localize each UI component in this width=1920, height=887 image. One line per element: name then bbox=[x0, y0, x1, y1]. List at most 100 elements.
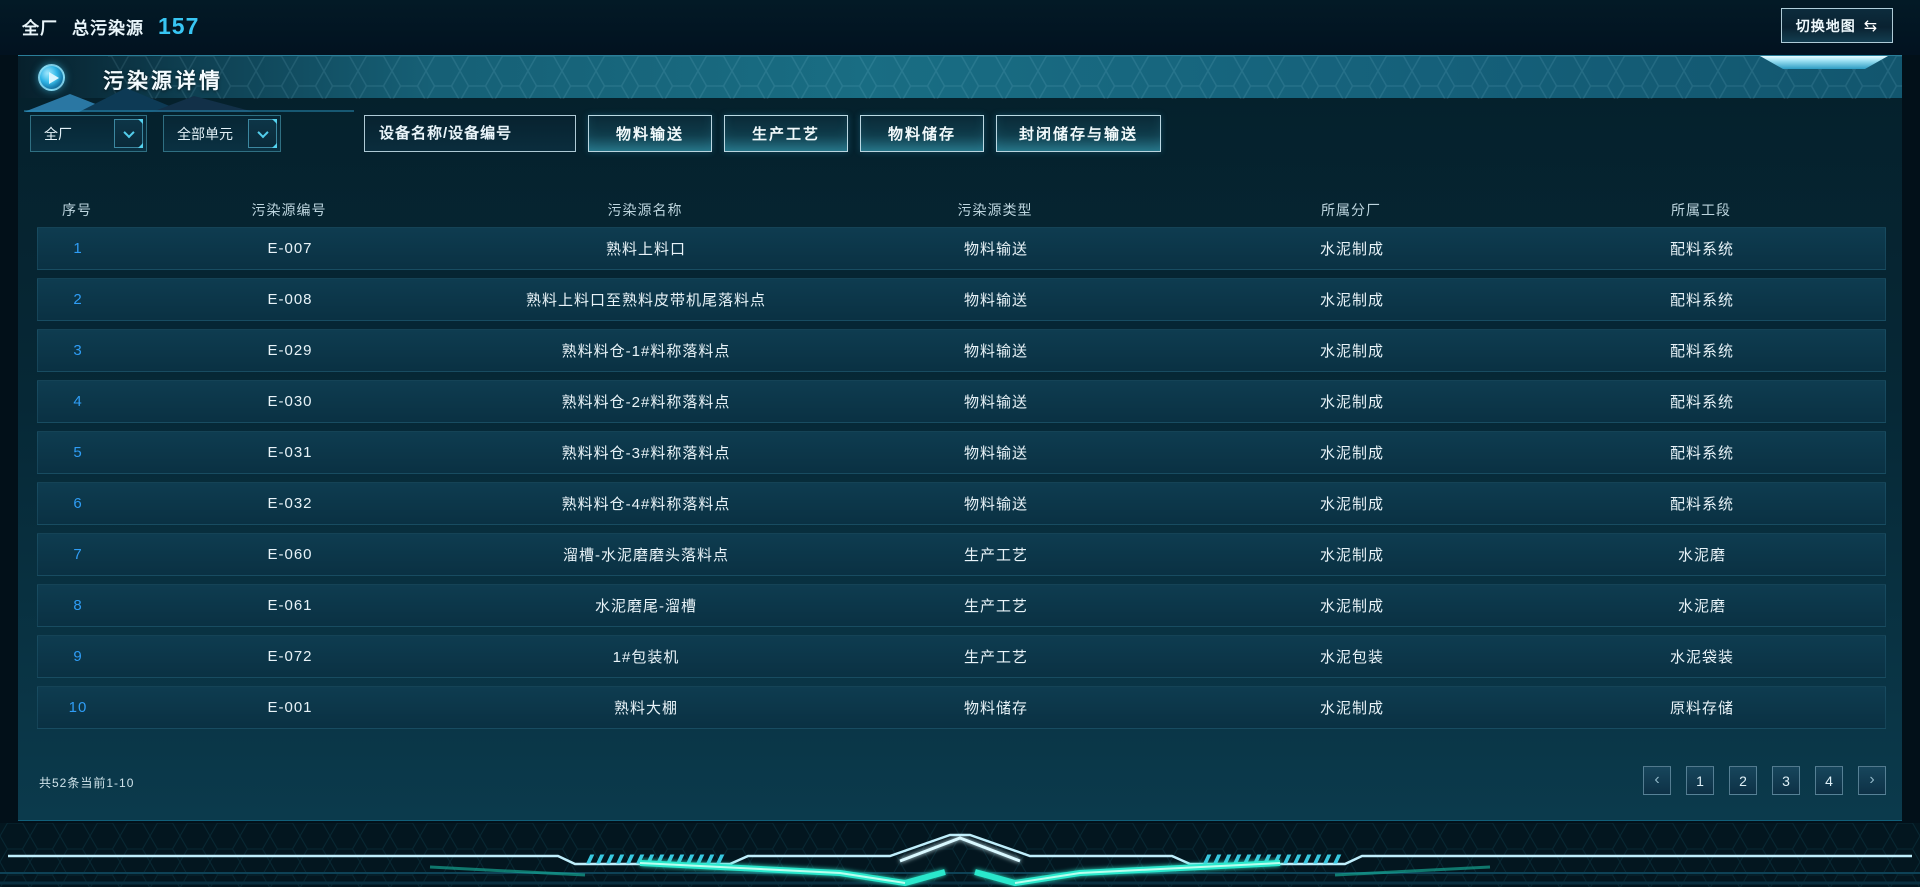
page-button-3[interactable]: 3 bbox=[1772, 766, 1800, 795]
table-row[interactable]: 7 E-060 溜槽-水泥磨磨头落料点 生产工艺 水泥制成 水泥磨 bbox=[37, 533, 1886, 576]
cell-type: 物料输送 bbox=[963, 496, 1028, 513]
cell-name: 熟料大棚 bbox=[613, 700, 678, 717]
cell-code: E-008 bbox=[267, 291, 313, 308]
switch-map-button[interactable]: 切换地图 ⇆ bbox=[1781, 8, 1893, 43]
page-button-4[interactable]: 4 bbox=[1815, 766, 1843, 795]
category-filter-buttons: 物料输送 生产工艺 物料储存 封闭储存与输送 bbox=[588, 115, 1162, 152]
plant-dropdown-value: 全厂 bbox=[44, 125, 72, 142]
cell-index: 4 bbox=[73, 393, 83, 410]
cell-name: 熟料料仓-1#料称落料点 bbox=[561, 343, 731, 360]
category-button-2[interactable]: 生产工艺 bbox=[724, 115, 848, 152]
cell-name: 溜槽-水泥磨磨头落料点 bbox=[563, 547, 729, 564]
category-button-1[interactable]: 物料输送 bbox=[588, 115, 712, 152]
cell-section: 配料系统 bbox=[1669, 241, 1734, 258]
prev-page-button[interactable]: ‹ bbox=[1643, 766, 1671, 795]
table-header-row: 序号 污染源编号 污染源名称 污染源类型 所属分厂 所属工段 bbox=[37, 193, 1886, 227]
cell-factory: 水泥制成 bbox=[1319, 343, 1384, 360]
cell-section: 配料系统 bbox=[1669, 394, 1734, 411]
cell-type: 物料输送 bbox=[963, 445, 1028, 462]
cell-factory: 水泥制成 bbox=[1319, 598, 1384, 615]
cell-type: 生产工艺 bbox=[963, 649, 1028, 666]
top-bar: 全厂 总污染源 157 切换地图 ⇆ bbox=[0, 0, 1920, 55]
record-summary: 共52条当前1-10 bbox=[39, 776, 135, 790]
cell-section: 配料系统 bbox=[1669, 343, 1734, 360]
mountain-decoration bbox=[24, 88, 354, 112]
cell-name: 熟料料仓-4#料称落料点 bbox=[561, 496, 731, 513]
cell-index: 7 bbox=[73, 546, 83, 563]
table-row[interactable]: 3 E-029 熟料料仓-1#料称落料点 物料输送 水泥制成 配料系统 bbox=[37, 329, 1886, 372]
cell-code: E-072 bbox=[267, 648, 313, 665]
cell-section: 水泥磨 bbox=[1677, 598, 1726, 615]
cell-section: 水泥袋装 bbox=[1669, 649, 1734, 666]
cell-code: E-029 bbox=[267, 342, 313, 359]
cell-index: 6 bbox=[73, 495, 83, 512]
cell-type: 生产工艺 bbox=[963, 547, 1028, 564]
cell-code: E-032 bbox=[267, 495, 313, 512]
page-button-1[interactable]: 1 bbox=[1686, 766, 1714, 795]
column-header-2: 污染源编号 bbox=[251, 202, 327, 218]
cell-name: 熟料上料口至熟料皮带机尾落料点 bbox=[525, 292, 766, 309]
pagination: ‹ 1 2 3 4 › bbox=[1643, 766, 1886, 795]
cell-type: 物料储存 bbox=[963, 700, 1028, 717]
total-pollution-count: 157 bbox=[158, 13, 200, 39]
device-search-input[interactable] bbox=[365, 125, 588, 142]
cell-name: 熟料上料口 bbox=[605, 241, 686, 258]
cell-code: E-031 bbox=[267, 444, 313, 461]
cell-factory: 水泥制成 bbox=[1319, 547, 1384, 564]
table-row[interactable]: 2 E-008 熟料上料口至熟料皮带机尾落料点 物料输送 水泥制成 配料系统 bbox=[37, 278, 1886, 321]
table-footer: 共52条当前1-10 ‹ 1 2 3 4 › bbox=[37, 761, 1886, 801]
table-row[interactable]: 4 E-030 熟料料仓-2#料称落料点 物料输送 水泥制成 配料系统 bbox=[37, 380, 1886, 423]
cell-section: 水泥磨 bbox=[1677, 547, 1726, 564]
cell-type: 生产工艺 bbox=[963, 598, 1028, 615]
cell-factory: 水泥制成 bbox=[1319, 445, 1384, 462]
cell-factory: 水泥制成 bbox=[1319, 700, 1384, 717]
plant-label: 全厂 bbox=[22, 19, 58, 38]
cell-factory: 水泥制成 bbox=[1319, 241, 1384, 258]
plant-dropdown[interactable]: 全厂 bbox=[30, 115, 147, 152]
table-row[interactable]: 8 E-061 水泥磨尾-溜槽 生产工艺 水泥制成 水泥磨 bbox=[37, 584, 1886, 627]
cell-factory: 水泥制成 bbox=[1319, 292, 1384, 309]
play-icon bbox=[38, 64, 65, 91]
cell-name: 水泥磨尾-溜槽 bbox=[595, 598, 697, 615]
device-search-box bbox=[364, 115, 601, 152]
table-row[interactable]: 5 E-031 熟料料仓-3#料称落料点 物料输送 水泥制成 配料系统 bbox=[37, 431, 1886, 474]
unit-dropdown[interactable]: 全部单元 bbox=[163, 115, 281, 152]
column-header-6: 所属工段 bbox=[1671, 202, 1731, 218]
table-row[interactable]: 10 E-001 熟料大棚 物料储存 水泥制成 原料存储 bbox=[37, 686, 1886, 729]
category-button-3[interactable]: 物料储存 bbox=[860, 115, 984, 152]
panel-header: 污染源详情 bbox=[18, 55, 1902, 112]
column-header-5: 所属分厂 bbox=[1321, 202, 1381, 218]
cell-factory: 水泥制成 bbox=[1319, 394, 1384, 411]
cell-section: 配料系统 bbox=[1669, 496, 1734, 513]
bottom-tech-border-decoration bbox=[0, 823, 1920, 887]
cell-factory: 水泥包装 bbox=[1319, 649, 1384, 666]
cell-code: E-001 bbox=[267, 699, 313, 716]
cell-type: 物料输送 bbox=[963, 241, 1028, 258]
cell-index: 1 bbox=[73, 240, 83, 257]
cell-section: 配料系统 bbox=[1669, 445, 1734, 462]
switch-map-label: 切换地图 bbox=[1795, 17, 1856, 34]
next-page-button[interactable]: › bbox=[1858, 766, 1886, 795]
pollution-table: 序号 污染源编号 污染源名称 污染源类型 所属分厂 所属工段 1 E-007 熟料上料口 物料输… bbox=[37, 193, 1886, 729]
column-header-1: 序号 bbox=[62, 202, 92, 218]
chevron-down-icon[interactable] bbox=[114, 119, 143, 148]
table-body: 1 E-007 熟料上料口 物料输送 水泥制成 配料系统 2 E-008 熟料上料口至熟料皮带机… bbox=[37, 227, 1886, 729]
cell-code: E-060 bbox=[267, 546, 313, 563]
table-row[interactable]: 6 E-032 熟料料仓-4#料称落料点 物料输送 水泥制成 配料系统 bbox=[37, 482, 1886, 525]
cell-name: 1#包装机 bbox=[612, 649, 680, 666]
table-row[interactable]: 1 E-007 熟料上料口 物料输送 水泥制成 配料系统 bbox=[37, 227, 1886, 270]
cell-code: E-061 bbox=[267, 597, 313, 614]
cell-type: 物料输送 bbox=[963, 394, 1028, 411]
swap-arrows-icon: ⇆ bbox=[1863, 17, 1879, 35]
page-button-2[interactable]: 2 bbox=[1729, 766, 1757, 795]
hexagon-pattern bbox=[108, 56, 1902, 99]
cell-index: 9 bbox=[73, 648, 83, 665]
category-button-4[interactable]: 封闭储存与输送 bbox=[996, 115, 1162, 152]
chevron-down-icon[interactable] bbox=[248, 119, 277, 148]
column-header-3: 污染源名称 bbox=[607, 202, 683, 218]
table-row[interactable]: 9 E-072 1#包装机 生产工艺 水泥包装 水泥袋装 bbox=[37, 635, 1886, 678]
cell-name: 熟料料仓-3#料称落料点 bbox=[561, 445, 731, 462]
